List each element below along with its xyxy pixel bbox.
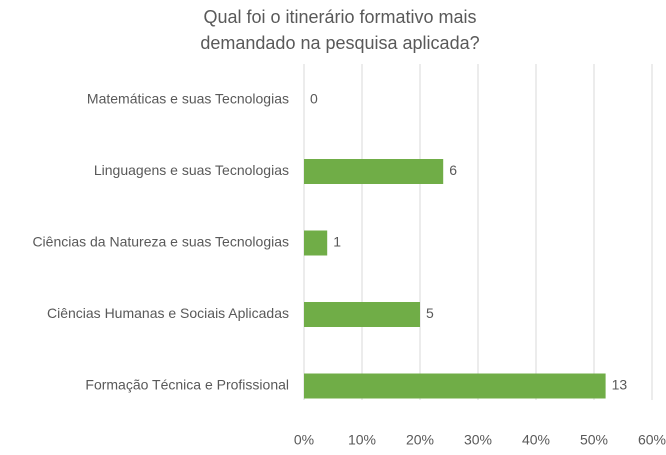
chart-title: demandado na pesquisa aplicada? — [200, 33, 479, 53]
chart-title: Qual foi o itinerário formativo mais — [203, 7, 476, 27]
bar — [304, 230, 328, 256]
x-tick-label: 20% — [406, 432, 434, 448]
bar — [304, 302, 420, 327]
data-label: 1 — [333, 234, 341, 250]
data-label: 5 — [426, 305, 434, 321]
x-tick-label: 30% — [464, 432, 492, 448]
bar — [304, 159, 444, 184]
x-tick-label: 10% — [348, 432, 376, 448]
bar — [304, 373, 606, 399]
data-label: 6 — [449, 162, 457, 178]
y-tick-label: Matemáticas e suas Tecnologias — [87, 91, 289, 107]
data-label: 13 — [612, 377, 628, 393]
y-tick-label: Formação Técnica e Profissional — [85, 377, 289, 393]
y-tick-label: Ciências da Natureza e suas Tecnologias — [32, 234, 289, 250]
y-tick-label: Ciências Humanas e Sociais Aplicadas — [47, 305, 289, 321]
data-label: 0 — [310, 91, 318, 107]
y-tick-label: Linguagens e suas Tecnologias — [94, 162, 289, 178]
x-tick-label: 40% — [522, 432, 550, 448]
x-tick-label: 50% — [580, 432, 608, 448]
x-tick-label: 60% — [638, 432, 666, 448]
x-tick-label: 0% — [294, 432, 314, 448]
